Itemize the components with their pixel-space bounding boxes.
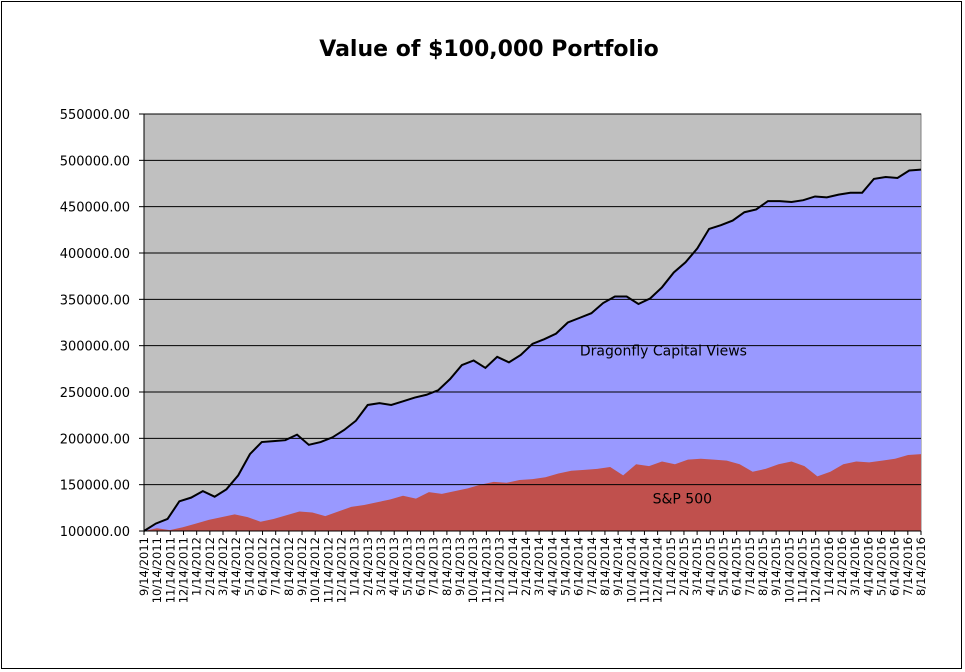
x-tick-label: 5/14/2012 <box>242 537 256 596</box>
x-tick-label: 10/14/2012 <box>308 537 322 603</box>
y-tick-label: 250000.00 <box>60 386 130 401</box>
x-tick-label: 5/14/2015 <box>716 537 730 596</box>
x-tick-label: 8/14/2016 <box>914 537 928 596</box>
x-tick-label: 3/14/2012 <box>216 537 230 596</box>
x-tick-label: 12/14/2011 <box>177 537 191 603</box>
y-tick-label: 450000.00 <box>60 201 130 216</box>
x-tick-label: 10/14/2013 <box>466 537 480 603</box>
x-tick-label: 3/14/2013 <box>374 537 388 596</box>
x-tick-label: 3/14/2014 <box>532 537 546 596</box>
series-label-sp500: S&P 500 <box>653 492 712 508</box>
x-tick-label: 4/14/2012 <box>229 537 243 596</box>
x-tick-label: 6/14/2014 <box>572 537 586 596</box>
x-tick-label: 7/14/2016 <box>901 537 915 596</box>
x-tick-label: 1/14/2012 <box>190 537 204 596</box>
x-tick-label: 8/14/2014 <box>598 537 612 596</box>
x-tick-label: 9/14/2012 <box>295 537 309 596</box>
x-tick-label: 1/14/2015 <box>664 537 678 596</box>
x-tick-label: 7/14/2015 <box>743 537 757 596</box>
x-tick-label: 2/14/2016 <box>835 537 849 596</box>
y-tick-label: 550000.00 <box>60 108 130 123</box>
x-tick-label: 9/14/2011 <box>137 537 151 596</box>
series-area-sp500 <box>144 454 921 531</box>
x-tick-label: 7/14/2014 <box>585 537 599 596</box>
x-tick-label: 12/14/2014 <box>651 537 665 603</box>
series-line-dragonfly <box>143 168 922 532</box>
x-tick-label: 11/14/2011 <box>163 537 177 603</box>
x-tick-label: 10/14/2015 <box>782 537 796 603</box>
x-tick-label: 1/14/2014 <box>506 537 520 596</box>
x-tick-label: 4/14/2013 <box>387 537 401 596</box>
y-tick-label: 100000.00 <box>60 525 130 540</box>
x-tick-label: 4/14/2014 <box>545 537 559 596</box>
x-tick-label: 6/14/2016 <box>888 537 902 596</box>
x-tick-label: 9/14/2015 <box>769 537 783 596</box>
series-area-dragonfly <box>144 169 921 531</box>
x-tick-label: 7/14/2013 <box>427 537 441 596</box>
x-tick-label: 4/14/2016 <box>861 537 875 596</box>
x-tick-label: 9/14/2014 <box>611 537 625 596</box>
chart-title: Value of $100,000 Portfolio <box>319 37 658 62</box>
plot-area: 100000.00 150000.00 200000.00 250000.00 3000… <box>60 108 928 603</box>
y-tick-label: 150000.00 <box>60 479 130 494</box>
x-tick-label: 2/14/2013 <box>361 537 375 596</box>
x-tick-label: 9/14/2013 <box>453 537 467 596</box>
y-tick-label: 350000.00 <box>60 293 130 308</box>
x-tick-label: 5/14/2014 <box>558 537 572 596</box>
x-tick-label: 6/14/2012 <box>256 537 270 596</box>
x-tick-label: 12/14/2013 <box>493 537 507 603</box>
x-tick-label: 11/14/2014 <box>637 537 651 603</box>
x-tick-label: 11/14/2012 <box>321 537 335 603</box>
y-tick-label: 300000.00 <box>60 340 130 355</box>
x-tick-label: 6/14/2013 <box>414 537 428 596</box>
x-tick-label: 12/14/2015 <box>809 537 823 603</box>
x-tick-label: 11/14/2015 <box>795 537 809 603</box>
x-tick-label: 10/14/2014 <box>624 537 638 603</box>
x-tick-label: 3/14/2015 <box>690 537 704 596</box>
x-tick-label: 2/14/2012 <box>203 537 217 596</box>
x-tick-label: 6/14/2015 <box>730 537 744 596</box>
y-tick-label: 400000.00 <box>60 247 130 262</box>
x-tick-label: 2/14/2014 <box>519 537 533 596</box>
x-tick-label: 8/14/2012 <box>282 537 296 596</box>
x-tick-label: 5/14/2016 <box>874 537 888 596</box>
x-tick-label: 8/14/2013 <box>440 537 454 596</box>
x-tick-label: 5/14/2013 <box>400 537 414 596</box>
x-tick-label: 2/14/2015 <box>677 537 691 596</box>
x-tick-label: 8/14/2015 <box>756 537 770 596</box>
x-tick-label: 12/14/2012 <box>335 537 349 603</box>
x-tick-label: 1/14/2016 <box>822 537 836 596</box>
x-tick-label: 4/14/2015 <box>703 537 717 596</box>
x-tick-label: 3/14/2016 <box>848 537 862 596</box>
y-tick-label: 500000.00 <box>60 154 130 169</box>
x-tick-label: 1/14/2013 <box>348 537 362 596</box>
y-tick-label: 200000.00 <box>60 432 130 447</box>
x-tick-label: 7/14/2012 <box>269 537 283 596</box>
series-label-dragonfly: Dragonfly Capital Views <box>580 343 747 359</box>
x-tick-label: 10/14/2011 <box>150 537 164 603</box>
x-tick-label: 11/14/2013 <box>479 537 493 603</box>
